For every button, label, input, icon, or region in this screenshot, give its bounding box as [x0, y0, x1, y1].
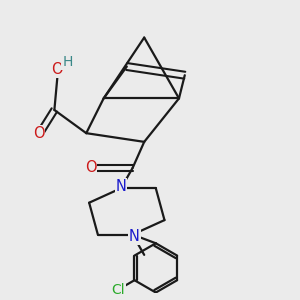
Text: O: O	[52, 62, 63, 77]
Text: Cl: Cl	[111, 283, 125, 297]
Text: O: O	[85, 160, 96, 175]
Text: H: H	[62, 55, 73, 69]
Text: N: N	[116, 179, 127, 194]
Text: O: O	[33, 126, 44, 141]
Text: N: N	[129, 229, 140, 244]
